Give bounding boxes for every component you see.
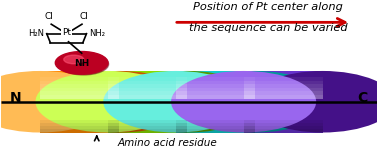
- Ellipse shape: [36, 71, 181, 133]
- Bar: [40, 81, 119, 84]
- Bar: [176, 84, 255, 88]
- Bar: [40, 88, 119, 92]
- Text: C: C: [357, 92, 367, 105]
- Text: H₂N: H₂N: [28, 29, 44, 38]
- Bar: [243, 84, 323, 88]
- Bar: [108, 120, 187, 123]
- Ellipse shape: [115, 71, 260, 133]
- Bar: [40, 95, 119, 99]
- Bar: [108, 81, 187, 84]
- Bar: [108, 88, 187, 92]
- Bar: [176, 81, 255, 84]
- Bar: [108, 71, 187, 133]
- Bar: [176, 123, 255, 126]
- Ellipse shape: [103, 71, 248, 133]
- Bar: [243, 95, 323, 99]
- Bar: [243, 77, 323, 81]
- Bar: [243, 81, 323, 84]
- Bar: [40, 126, 119, 129]
- Bar: [176, 129, 255, 133]
- Bar: [40, 71, 119, 133]
- Ellipse shape: [171, 71, 316, 133]
- Bar: [108, 123, 187, 126]
- Bar: [176, 91, 255, 95]
- Bar: [176, 120, 255, 123]
- Bar: [108, 129, 187, 133]
- Bar: [176, 95, 255, 99]
- Text: NH: NH: [74, 59, 89, 68]
- Bar: [243, 120, 323, 123]
- Bar: [108, 95, 187, 99]
- Bar: [243, 129, 323, 133]
- Circle shape: [55, 51, 108, 74]
- Bar: [243, 88, 323, 92]
- Bar: [40, 77, 119, 81]
- Bar: [176, 88, 255, 92]
- Bar: [40, 120, 119, 123]
- Text: Amino acid residue: Amino acid residue: [118, 138, 217, 148]
- Bar: [108, 77, 187, 81]
- Ellipse shape: [182, 71, 327, 133]
- Circle shape: [59, 53, 108, 75]
- Ellipse shape: [47, 71, 192, 133]
- Bar: [108, 126, 187, 129]
- Text: Cl: Cl: [45, 12, 54, 21]
- Ellipse shape: [0, 71, 113, 133]
- Text: Position of Pt center along: Position of Pt center along: [193, 2, 343, 12]
- Bar: [108, 84, 187, 88]
- Bar: [176, 77, 255, 81]
- Bar: [176, 71, 255, 133]
- Text: Cl: Cl: [79, 12, 88, 21]
- Bar: [243, 126, 323, 129]
- Bar: [243, 71, 323, 133]
- Bar: [40, 84, 119, 88]
- Circle shape: [64, 55, 84, 64]
- Bar: [176, 126, 255, 129]
- Bar: [243, 123, 323, 126]
- Bar: [40, 129, 119, 133]
- Bar: [40, 91, 119, 95]
- Text: NH₂: NH₂: [90, 29, 105, 38]
- Bar: [243, 91, 323, 95]
- Text: the sequence can be varied: the sequence can be varied: [189, 23, 347, 33]
- Bar: [40, 123, 119, 126]
- Text: N: N: [10, 92, 22, 105]
- Ellipse shape: [250, 71, 378, 133]
- Bar: [108, 91, 187, 95]
- Text: Pt: Pt: [62, 28, 71, 37]
